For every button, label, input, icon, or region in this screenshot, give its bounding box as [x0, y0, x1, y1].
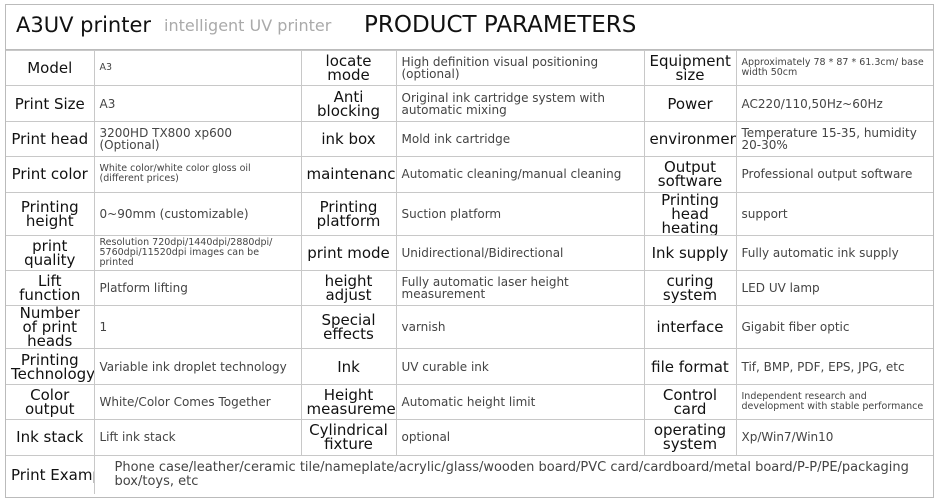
table-row: Print Size A3 Anti blocking Original ink ca… [6, 85, 933, 122]
param-value: support [735, 191, 933, 236]
param-value: White/Color Comes Together [93, 383, 302, 421]
table-row: Number of print heads 1 Special effects var… [6, 305, 933, 350]
table-row: Printing Technology Variable ink droplet … [6, 348, 933, 385]
param-label: curing system [643, 269, 737, 307]
param-label: Equipment size [643, 49, 737, 87]
param-value: Phone case/leather/ceramic tile/nameplat… [94, 454, 933, 494]
table-row: Model A3 locate mode High definition visual… [6, 49, 933, 87]
param-label: Model [6, 49, 95, 87]
param-value: Fully automatic laser height measurement [395, 269, 645, 307]
param-value: 3200HD TX800 xp600 (Optional) [93, 120, 302, 158]
param-value: Professional output software [735, 156, 933, 193]
param-value: Original ink cartridge system with autom… [395, 85, 645, 122]
product-subtitle: intelligent UV printer [164, 16, 332, 35]
param-label: Print Example [6, 454, 95, 494]
param-label: environment [643, 120, 737, 158]
table-row: Printing height 0~90mm (customizable) Prin… [6, 191, 933, 236]
param-label: Lift function [6, 269, 95, 307]
param-label: Ink stack [6, 419, 95, 456]
param-label: file format [643, 348, 737, 385]
param-label: Print Size [6, 85, 95, 122]
param-label: interface [643, 305, 737, 350]
param-value: 1 [93, 305, 302, 350]
param-value: Automatic height limit [395, 383, 645, 421]
param-label: maintenance [300, 156, 397, 193]
product-title: A3UV printer [16, 13, 152, 37]
param-label: Ink supply [643, 234, 737, 271]
param-label: Power [643, 85, 737, 122]
param-label: Printing platform [300, 191, 397, 236]
param-label: Special effects [300, 305, 397, 350]
param-value: Temperature 15-35, humidity 20-30% [735, 120, 933, 158]
param-value: Unidirectional/Bidirectional [395, 234, 645, 271]
table-row: Color output White/Color Comes Together He… [6, 383, 933, 421]
table-row: Ink stack Lift ink stack Cylindrical fixtu… [6, 419, 933, 456]
param-value: Resolution 720dpi/1440dpi/2880dpi/ 5760d… [93, 234, 302, 271]
param-label: height adjust [300, 269, 397, 307]
param-value: Fully automatic ink supply [735, 234, 933, 271]
param-label: Color output [6, 383, 95, 421]
param-label: locate mode [300, 49, 397, 87]
param-label: Anti blocking [300, 85, 397, 122]
param-label: Cylindrical fixture [300, 419, 397, 456]
param-value: varnish [395, 305, 645, 350]
param-label: Control card [643, 383, 737, 421]
parameters-sheet: A3UV printer intelligent UV printer PROD… [5, 4, 934, 498]
param-value: LED UV lamp [735, 269, 933, 307]
param-value: High definition visual positioning (opti… [395, 49, 645, 87]
param-value: UV curable ink [395, 348, 645, 385]
param-label: print mode [300, 234, 397, 271]
param-value: Suction platform [395, 191, 645, 236]
param-value: Gigabit fiber optic [735, 305, 933, 350]
param-label: Print color [6, 156, 95, 193]
param-label: Output software [643, 156, 737, 193]
param-label: Number of print heads [6, 305, 95, 350]
param-value: Xp/Win7/Win10 [735, 419, 933, 456]
param-value: optional [395, 419, 645, 456]
param-value: White color/white color gloss oil (diffe… [93, 156, 302, 193]
table-row: Lift function Platform lifting height adju… [6, 269, 933, 307]
param-label: operating system [643, 419, 737, 456]
table-row: Print color White color/white color gloss… [6, 156, 933, 193]
page-heading: PRODUCT PARAMETERS [364, 12, 637, 38]
param-value: Lift ink stack [93, 419, 302, 456]
param-value: Tif, BMP, PDF, EPS, JPG, etc [735, 348, 933, 385]
table-row: Print head 3200HD TX800 xp600 (Optional) i… [6, 120, 933, 158]
param-label: Printing Technology [6, 348, 95, 385]
param-value: AC220/110,50Hz~60Hz [735, 85, 933, 122]
title-bar: A3UV printer intelligent UV printer PROD… [6, 5, 933, 50]
param-value: 0~90mm (customizable) [93, 191, 302, 236]
table-row: print quality Resolution 720dpi/1440dpi/2… [6, 234, 933, 271]
param-value: Independent research and development wit… [735, 383, 933, 421]
param-value: Mold ink cartridge [395, 120, 645, 158]
parameters-table: Model A3 locate mode High definition visual… [6, 49, 933, 494]
param-label: Ink [300, 348, 397, 385]
param-label: print quality [6, 234, 95, 271]
param-label: Printing height [6, 191, 95, 236]
param-value: Variable ink droplet technology [93, 348, 302, 385]
param-label: Printing head heating [643, 191, 737, 236]
param-value: A3 [93, 49, 302, 87]
param-value: A3 [93, 85, 302, 122]
param-value: Automatic cleaning/manual cleaning [395, 156, 645, 193]
print-example-row: Print Example Phone case/leather/ceramic… [6, 454, 933, 494]
param-label: Height measurement [300, 383, 397, 421]
param-value: Approximately 78 * 87 * 61.3cm/ base wid… [735, 49, 933, 87]
param-label: ink box [300, 120, 397, 158]
param-label: Print head [6, 120, 95, 158]
param-value: Platform lifting [93, 269, 302, 307]
